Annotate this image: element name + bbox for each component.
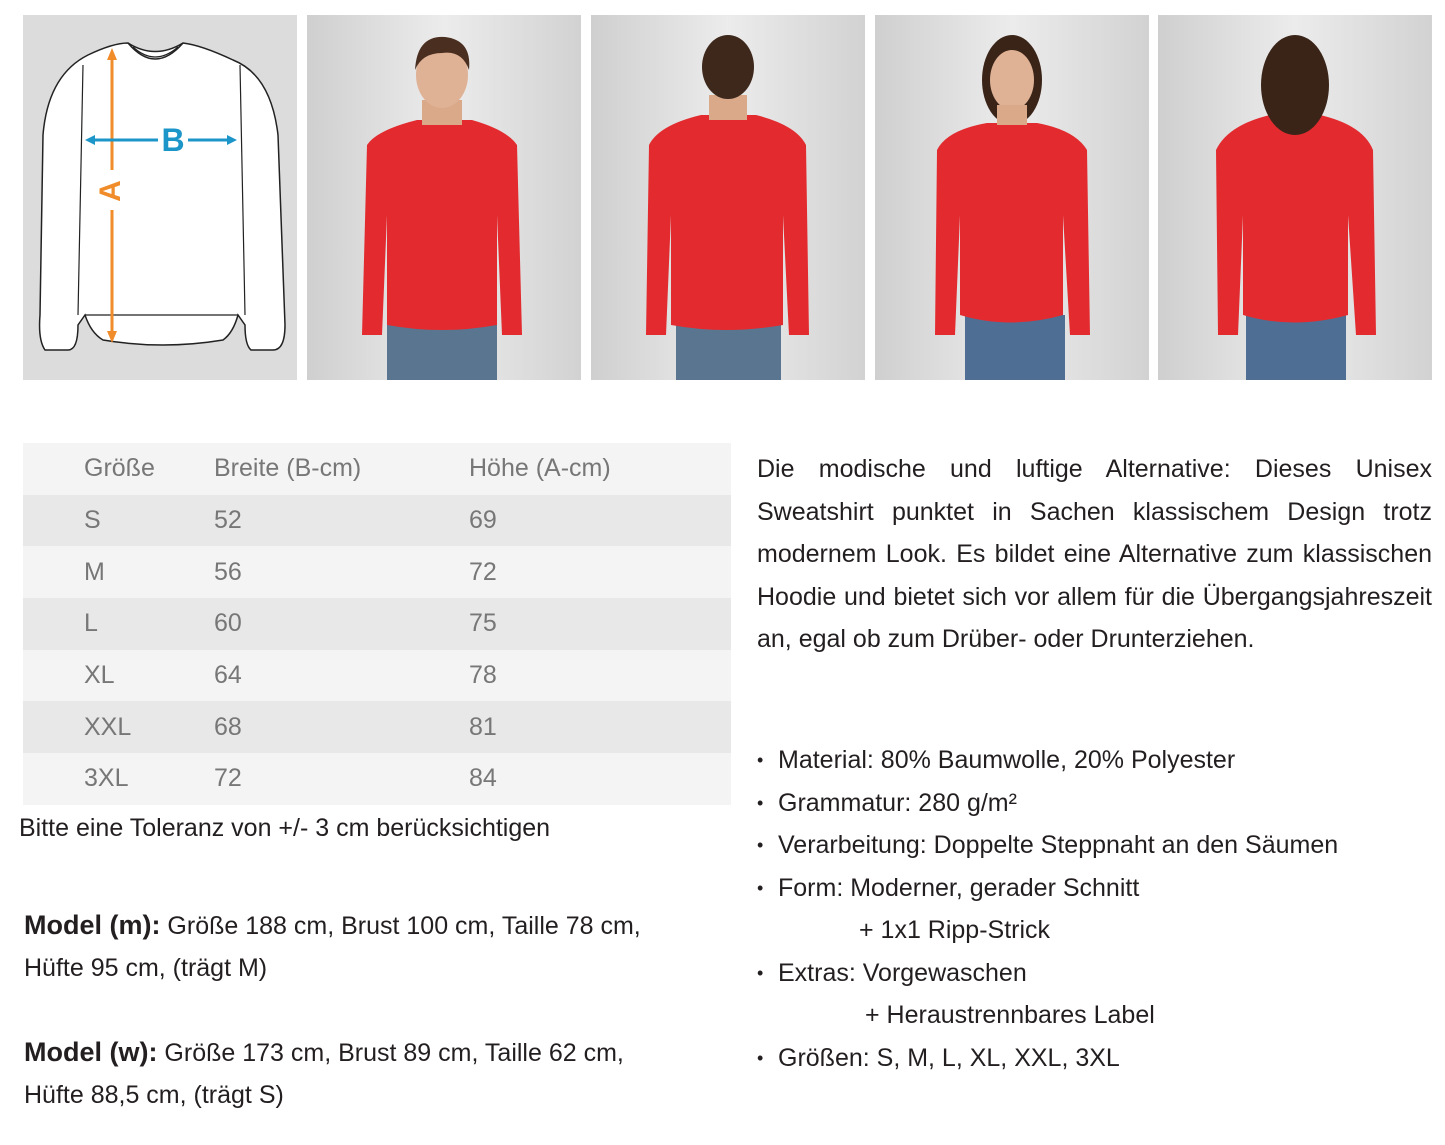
feature-item: Form: Moderner, gerader Schnitt	[757, 867, 1338, 910]
cell-size: M	[84, 557, 105, 586]
header-height: Höhe (A-cm)	[469, 454, 611, 483]
table-row: L 60 75	[23, 598, 731, 650]
table-row: XXL 68 81	[23, 701, 731, 754]
model-measurements: Größe 173 cm, Brust 89 cm, Taille 62 cm,	[157, 1039, 624, 1067]
model-label: Model (w):	[24, 1037, 158, 1067]
table-row: S 52 69	[23, 494, 731, 547]
header-width: Breite (B-cm)	[214, 454, 362, 483]
cell-size: L	[84, 609, 98, 638]
photo-model-man-back	[591, 15, 865, 380]
table-row: 3XL 72 84	[23, 753, 731, 805]
cell-width: 64	[214, 661, 242, 690]
model-info-woman: Model (w): Größe 173 cm, Brust 89 cm, Ta…	[24, 1031, 724, 1116]
size-table: Größe Breite (B-cm) Höhe (A-cm) S 52 69 M 5…	[23, 443, 731, 805]
cell-height: 84	[469, 764, 497, 793]
cell-size: XXL	[84, 712, 132, 741]
feature-item: Verarbeitung: Doppelte Steppnaht an den …	[757, 824, 1338, 867]
cell-width: 56	[214, 557, 242, 586]
photo-model-woman-front	[875, 15, 1149, 380]
photo-model-man-front	[307, 15, 581, 380]
feature-item: Größen: S, M, L, XL, XXL, 3XL	[757, 1037, 1338, 1080]
dimension-a-label: A	[94, 180, 127, 202]
feature-item: Extras: Vorgewaschen	[757, 952, 1338, 995]
sweatshirt-outline-icon: A B	[38, 42, 286, 351]
model-measurements: Größe 188 cm, Brust 100 cm, Taille 78 cm…	[160, 912, 641, 940]
cell-height: 69	[469, 506, 497, 535]
model-measurements-2: Hüfte 95 cm, (trägt M)	[24, 954, 268, 982]
cell-height: 81	[469, 712, 497, 741]
cell-size: 3XL	[84, 764, 129, 793]
dimension-b-label: B	[161, 122, 184, 158]
cell-height: 78	[469, 661, 497, 690]
cell-width: 60	[214, 609, 242, 638]
cell-height: 75	[469, 609, 497, 638]
table-row: M 56 72	[23, 546, 731, 599]
model-measurements-2: Hüfte 88,5 cm, (trägt S)	[24, 1081, 284, 1109]
photo-model-woman-back	[1158, 15, 1432, 380]
product-description: Die modische und luftige Alternative: Di…	[757, 455, 1432, 653]
cell-width: 72	[214, 764, 242, 793]
feature-item: Material: 80% Baumwolle, 20% Polyester	[757, 739, 1338, 782]
cell-width: 52	[214, 506, 242, 535]
table-header-row: Größe Breite (B-cm) Höhe (A-cm)	[23, 443, 731, 495]
feature-item-continuation: + 1x1 Ripp-Strick	[859, 916, 1051, 944]
table-row: XL 64 78	[23, 649, 731, 702]
feature-list: Material: 80% Baumwolle, 20% Polyester G…	[757, 739, 1338, 1079]
header-size: Größe	[84, 454, 155, 483]
feature-item: Grammatur: 280 g/m²	[757, 782, 1338, 825]
model-info-man: Model (m): Größe 188 cm, Brust 100 cm, T…	[24, 904, 724, 989]
cell-width: 68	[214, 712, 242, 741]
model-label: Model (m):	[24, 910, 161, 940]
cell-size: XL	[84, 661, 115, 690]
cell-height: 72	[469, 557, 497, 586]
feature-item-continuation: + Heraustrennbares Label	[865, 1001, 1155, 1029]
size-diagram: A B	[23, 15, 297, 380]
tolerance-note: Bitte eine Toleranz von +/- 3 cm berücks…	[19, 814, 551, 842]
cell-size: S	[84, 506, 101, 535]
